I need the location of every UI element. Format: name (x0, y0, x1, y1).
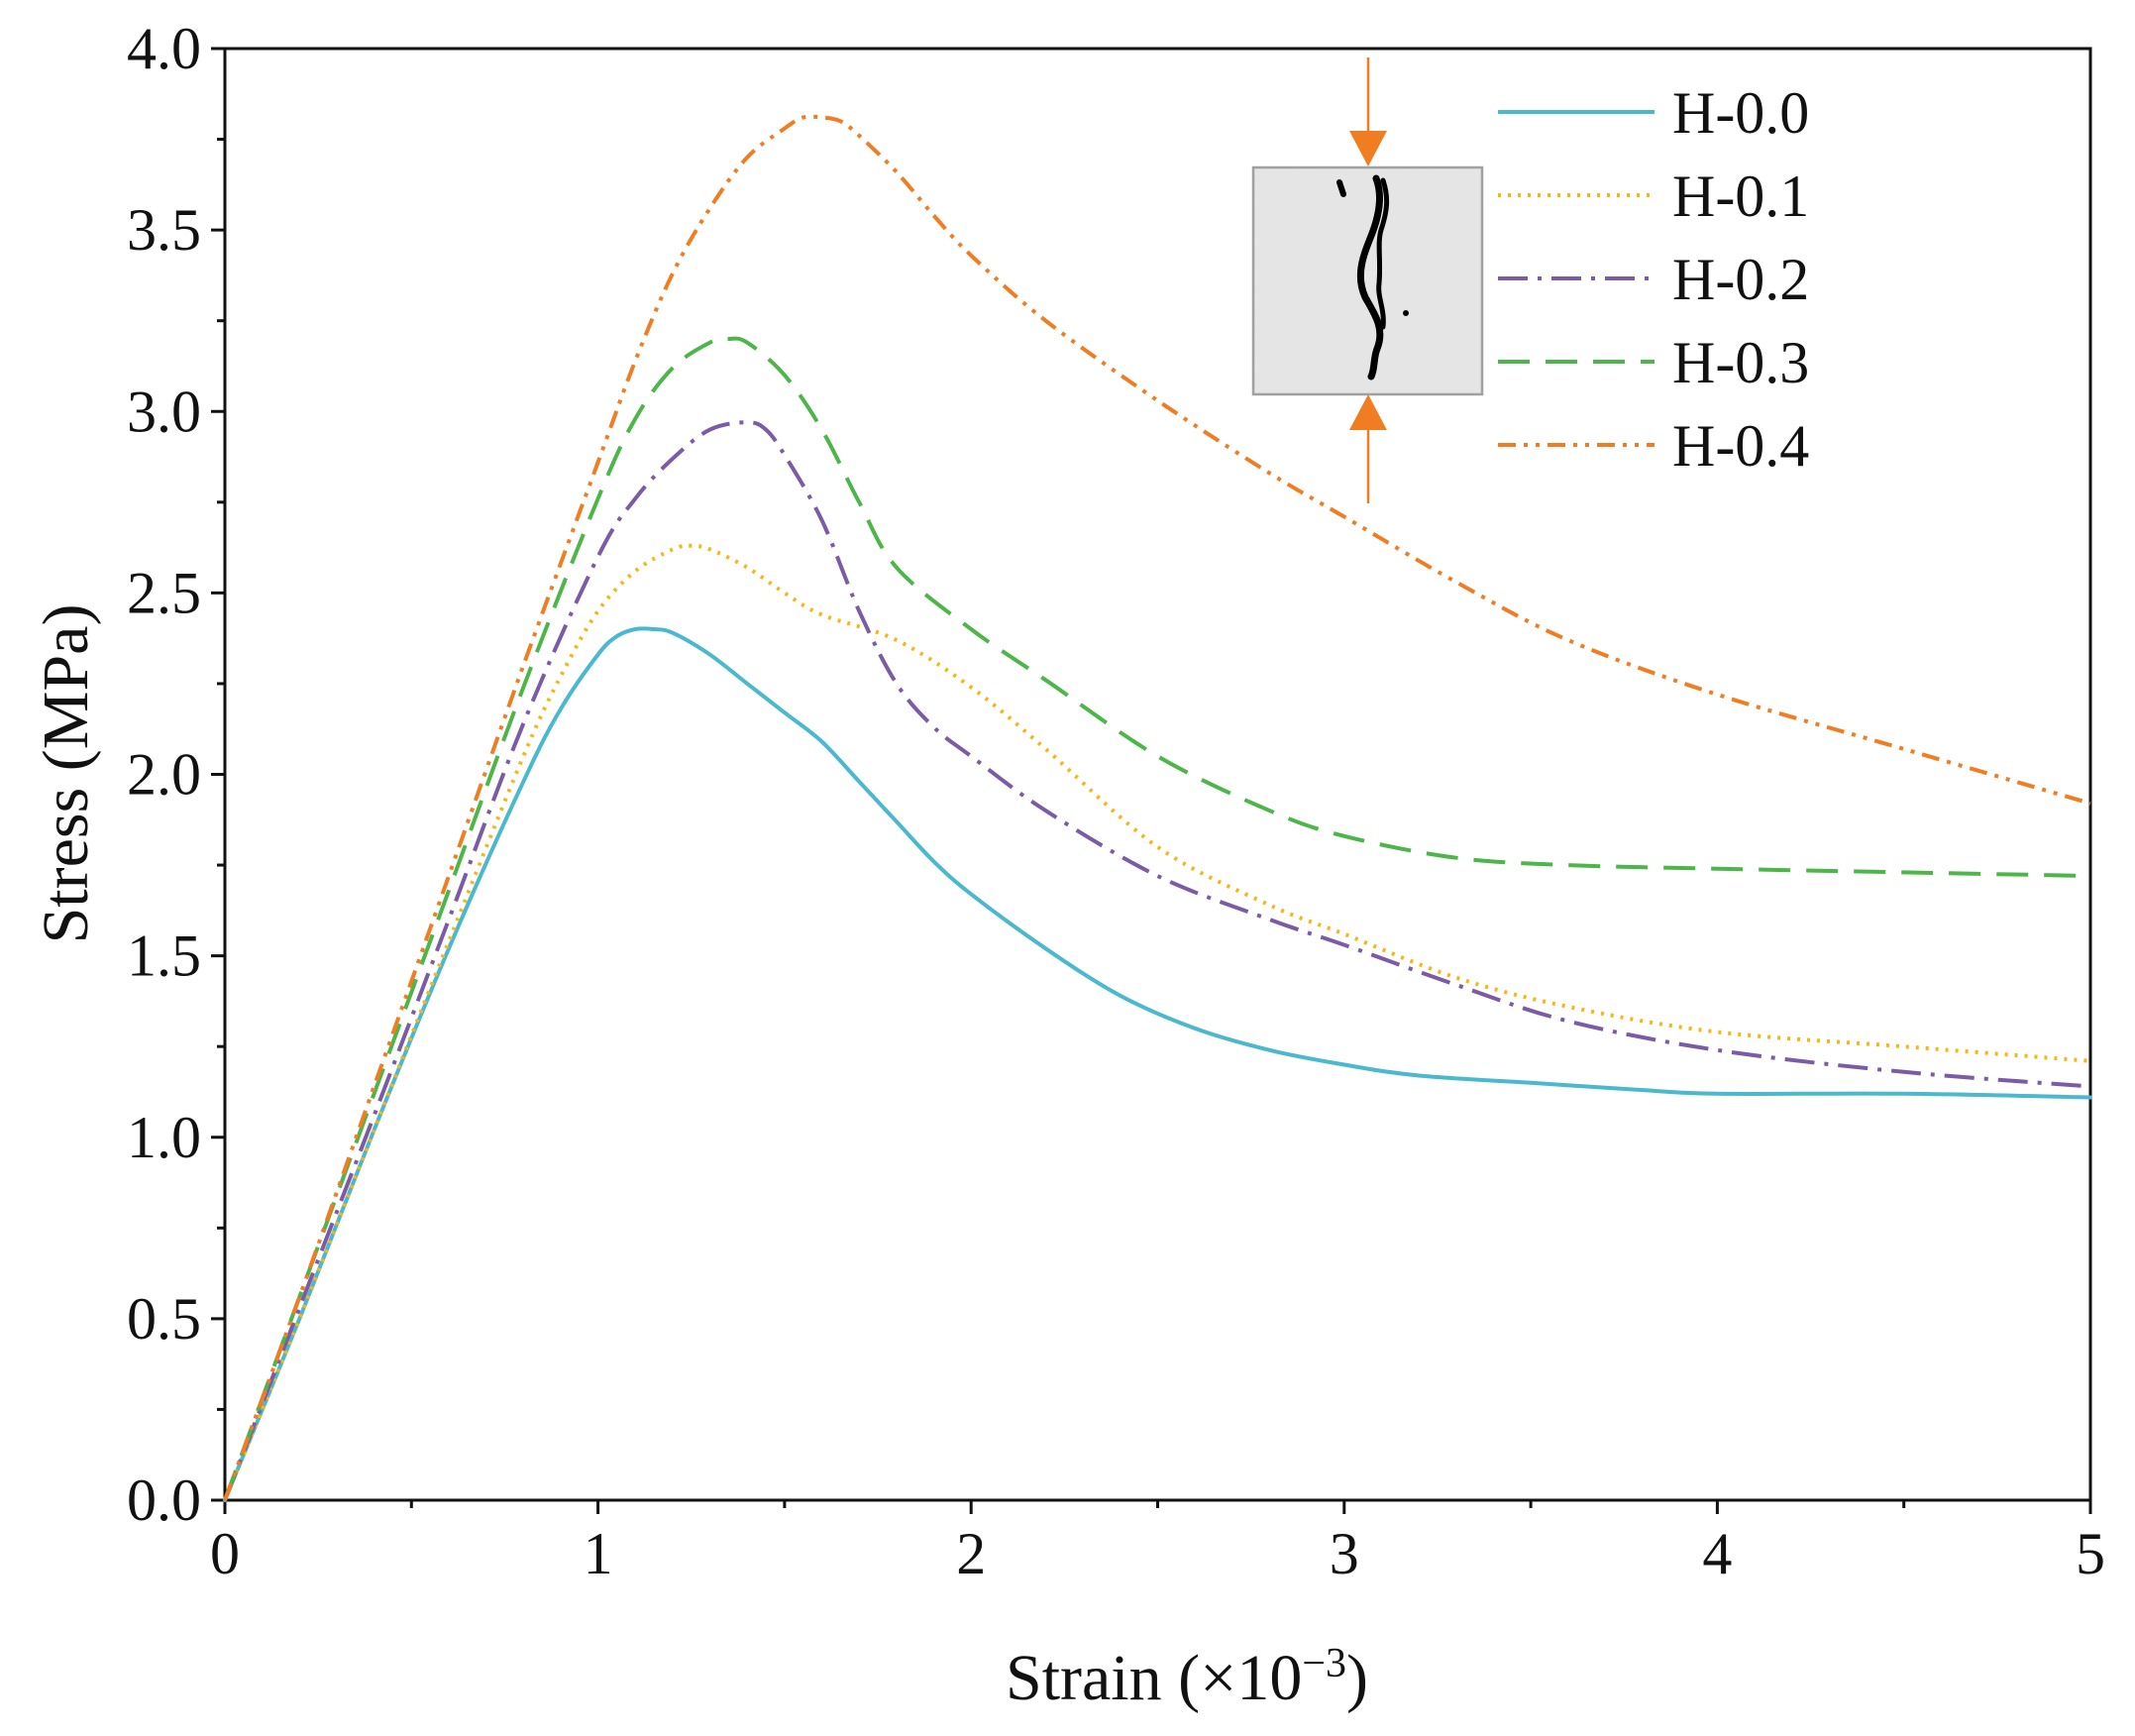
x-axis-title: Strain (×10−3) (1006, 1641, 1368, 1714)
x-axis-ticks: 0 1 2 3 4 5 (210, 1500, 2105, 1586)
legend-label: H-0.3 (1672, 330, 1809, 395)
x-tick-label: 5 (2076, 1521, 2105, 1586)
x-tick-label: 4 (1702, 1521, 1732, 1586)
legend-label: H-0.4 (1672, 413, 1809, 479)
y-tick-label: 3.0 (127, 379, 201, 444)
y-tick-label: 0.0 (127, 1467, 201, 1533)
series-line-h-0-2 (223, 420, 2091, 1501)
y-tick-label: 1.5 (127, 923, 201, 989)
specimen-texture (1255, 169, 1480, 392)
y-axis-title: Stress (MPa) (30, 604, 102, 944)
y-tick-label: 0.5 (127, 1286, 201, 1352)
x-tick-label: 2 (956, 1521, 986, 1586)
x-axis-title-exponent: −3 (1302, 1641, 1346, 1686)
x-axis-title-close: ) (1346, 1642, 1368, 1714)
y-tick-label: 3.5 (127, 197, 201, 263)
series-line-h-0-4 (223, 114, 2091, 1501)
load-arrow-top-head (1349, 131, 1387, 166)
x-tick-label: 0 (210, 1521, 240, 1586)
crack-left-fragment (1336, 179, 1346, 197)
specimen-inset (1251, 57, 1484, 503)
data-series (223, 114, 2092, 1502)
series-line-h-0-1 (223, 543, 2091, 1501)
y-tick-label: 2.0 (127, 742, 201, 808)
legend-label: H-0.0 (1672, 80, 1809, 146)
crack-speck (1403, 310, 1409, 316)
series-line-h-0-0 (223, 626, 2092, 1502)
x-tick-label: 3 (1330, 1521, 1359, 1586)
y-tick-label: 4.0 (127, 16, 201, 81)
x-tick-label: 1 (584, 1521, 613, 1586)
y-tick-label: 2.5 (127, 560, 201, 625)
x-axis-title-main: Strain (×10 (1006, 1642, 1302, 1714)
legend: H-0.0 H-0.1 H-0.2 H-0.3 H-0.4 (1498, 80, 1809, 479)
series-line-h-0-3 (223, 336, 2091, 1501)
legend-label: H-0.2 (1672, 247, 1809, 312)
load-arrow-bottom-head (1349, 394, 1387, 430)
y-tick-label: 1.0 (127, 1105, 201, 1170)
crack-main (1356, 174, 1384, 380)
legend-label: H-0.1 (1672, 163, 1809, 229)
crack-secondary (1376, 177, 1390, 330)
y-axis-ticks: 0.0 0.5 1.0 1.5 2.0 2.5 3.0 3.5 4.0 (127, 16, 225, 1533)
